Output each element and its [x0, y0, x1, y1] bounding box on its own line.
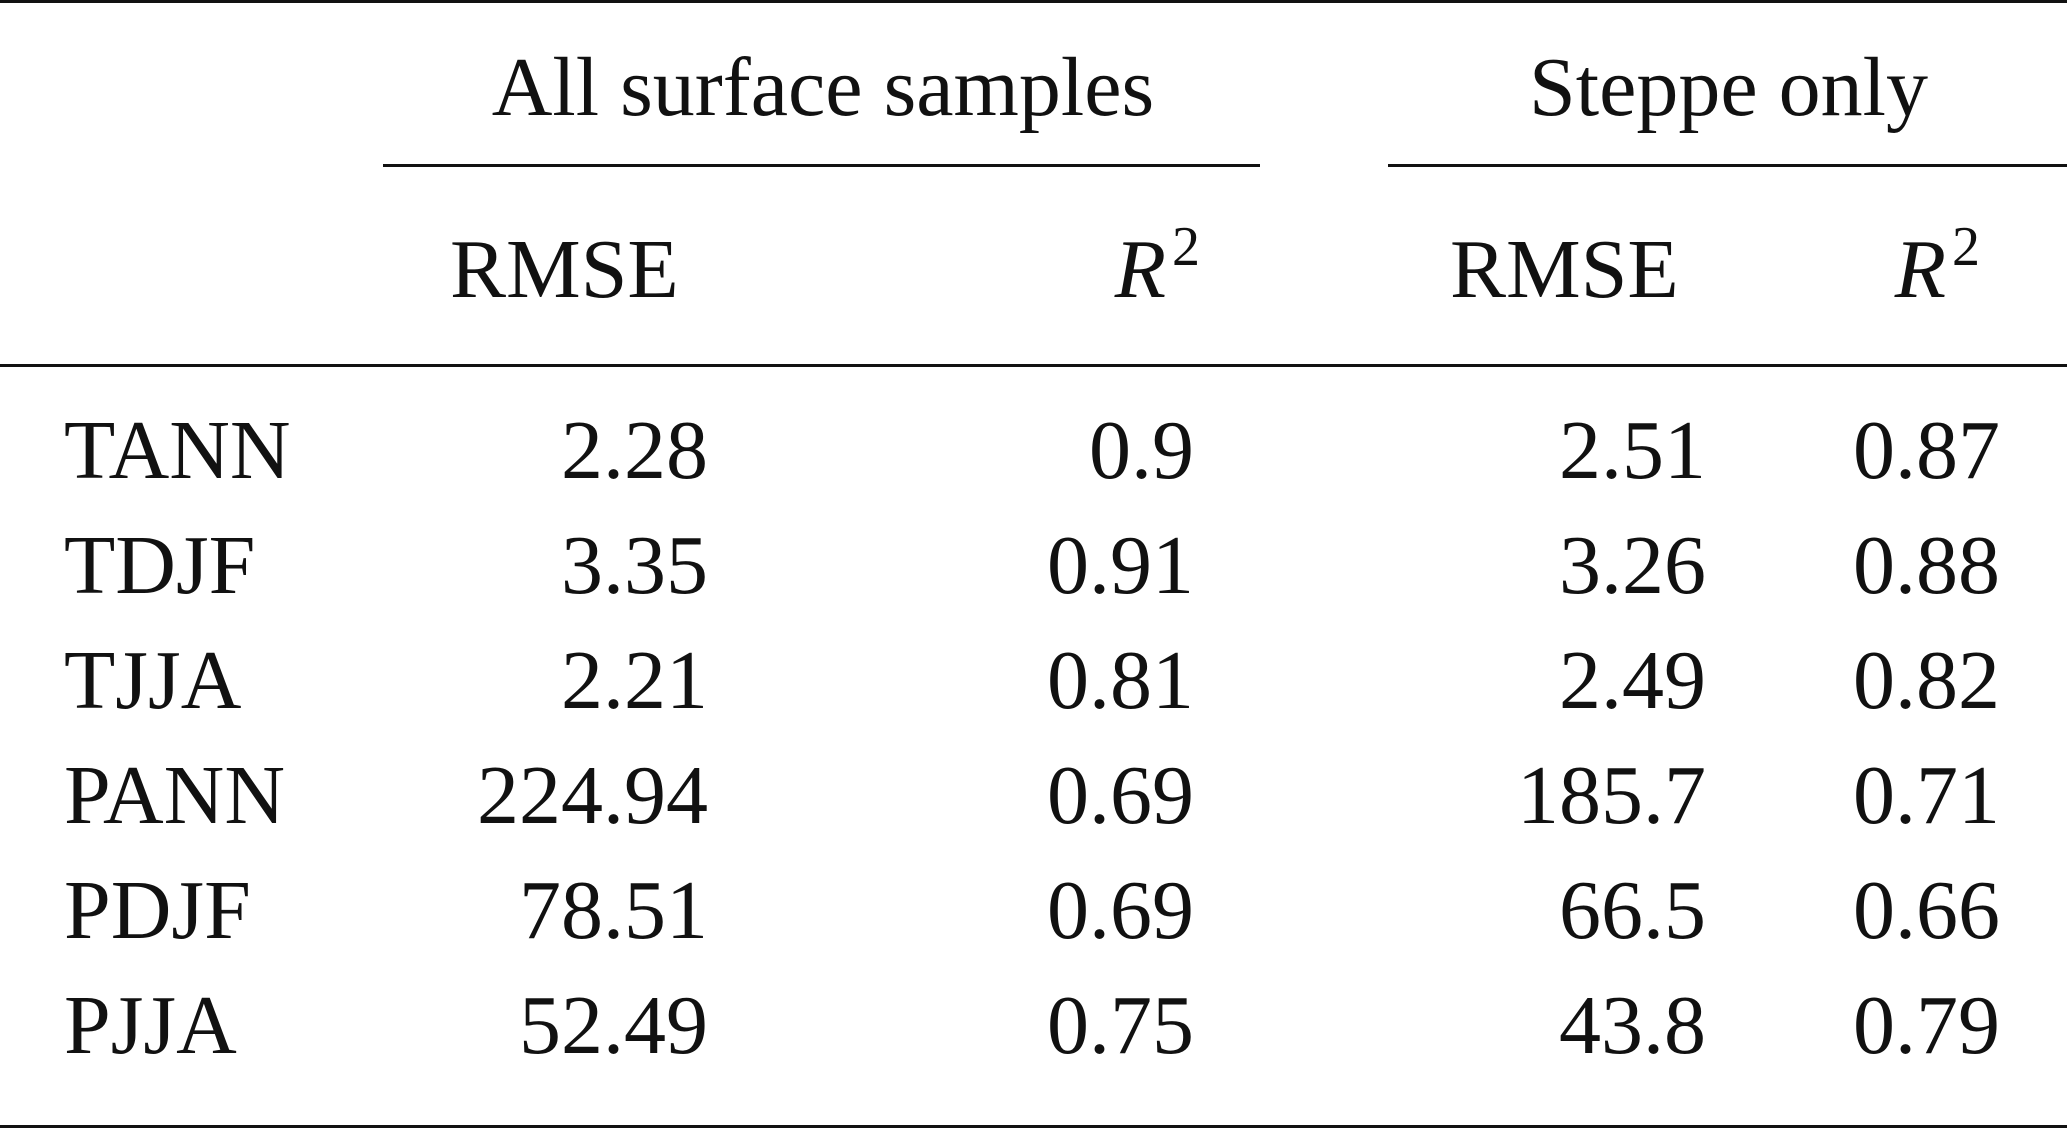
subheader-r2-all-base: R: [1114, 223, 1166, 316]
cell-r2-all: 0.69: [1047, 749, 1194, 842]
group-header-steppe-only: Steppe only: [1529, 41, 1928, 134]
cell-r2-steppe: 0.66: [1853, 864, 2000, 957]
cell-rmse-all: 224.94: [477, 749, 708, 842]
group-rule-steppe-only: [1388, 164, 2067, 167]
table-bottom-rule: [0, 1125, 2067, 1128]
subheader-r2-steppe-exponent: 2: [1952, 216, 1980, 278]
cell-rmse-all: 3.35: [561, 519, 708, 612]
subheader-rmse-all: RMSE: [450, 228, 679, 312]
cell-r2-all: 0.75: [1047, 979, 1194, 1072]
row-label: PJJA: [64, 979, 237, 1072]
subheader-r2-all-exponent: 2: [1172, 216, 1200, 278]
cell-rmse-all: 78.51: [519, 864, 708, 957]
subheader-rmse-steppe-text: RMSE: [1450, 223, 1679, 316]
cell-rmse-all: 2.21: [561, 634, 708, 727]
subheader-rmse-all-text: RMSE: [450, 223, 679, 316]
table-top-rule: [0, 0, 2067, 3]
group-header-all-surface-samples: All surface samples: [491, 41, 1155, 134]
cell-r2-all: 0.69: [1047, 864, 1194, 957]
row-label: PANN: [64, 749, 285, 842]
cell-r2-steppe: 0.71: [1853, 749, 2000, 842]
cell-rmse-steppe: 185.7: [1517, 749, 1706, 842]
cell-r2-all: 0.81: [1047, 634, 1194, 727]
cell-r2-steppe: 0.82: [1853, 634, 2000, 727]
row-label: TJJA: [64, 634, 242, 727]
subheader-rmse-steppe: RMSE: [1450, 228, 1679, 312]
cell-r2-steppe: 0.88: [1853, 519, 2000, 612]
subheader-r2-steppe-base: R: [1894, 223, 1946, 316]
row-label: TANN: [64, 404, 291, 497]
row-label: TDJF: [64, 519, 256, 612]
table-mid-rule: [0, 364, 2067, 367]
cell-rmse-steppe: 2.51: [1559, 404, 1706, 497]
cell-rmse-steppe: 2.49: [1559, 634, 1706, 727]
cell-rmse-steppe: 66.5: [1559, 864, 1706, 957]
group-rule-all-surface-samples: [383, 164, 1260, 167]
cell-rmse-steppe: 43.8: [1559, 979, 1706, 1072]
cell-r2-steppe: 0.87: [1853, 404, 2000, 497]
cell-r2-all: 0.91: [1047, 519, 1194, 612]
cell-rmse-all: 52.49: [519, 979, 708, 1072]
cell-rmse-all: 2.28: [561, 404, 708, 497]
cell-rmse-steppe: 3.26: [1559, 519, 1706, 612]
row-label: PDJF: [64, 864, 251, 957]
cell-r2-steppe: 0.79: [1853, 979, 2000, 1072]
cell-r2-all: 0.9: [1089, 404, 1194, 497]
